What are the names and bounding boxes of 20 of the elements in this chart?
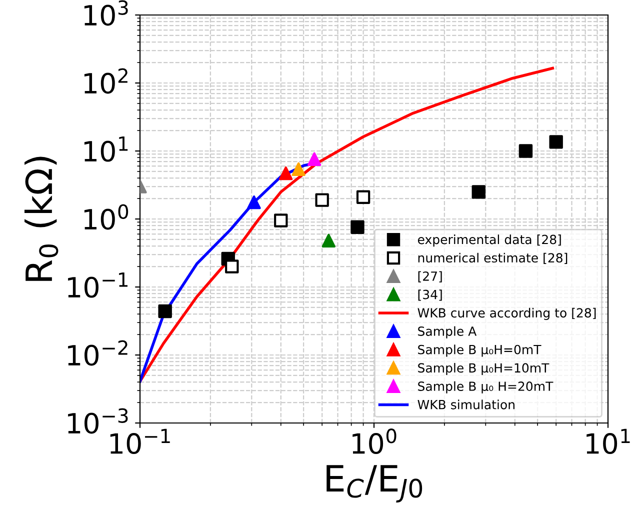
legend-label: [34] (418, 290, 442, 301)
legend-label: [27] (418, 271, 442, 282)
y-tick-label: 10$^{2}$ (84, 68, 128, 94)
x-tick-label: 10$^{0}$ (352, 428, 396, 454)
legend-label: Sample A (418, 326, 477, 338)
legend-label: WKB simulation (418, 400, 514, 410)
y-tick-label: 10$^{1}$ (84, 136, 128, 162)
legend-label: Sample B μ₀ H=20mT (418, 381, 554, 394)
x-axis-title: E$_{C}$/E$_{J0}$ (326, 465, 422, 502)
legend-label: numerical estimate [28] (418, 252, 568, 264)
y-tick-label: 10$^{3}$ (84, 0, 128, 26)
x-tick-label: 10$^{1}$ (586, 428, 630, 454)
y-tick-label: 10$^{0}$ (84, 204, 128, 230)
y-tick-label: 10$^{−2}$ (68, 340, 128, 366)
legend-label: WKB curve according to [28] (418, 308, 596, 320)
legend-label: Sample B μ₀H=10mT (418, 362, 550, 376)
legend-label: Sample B μ₀H=0mT (418, 344, 542, 357)
y-axis-title: R$_{0}$ (kΩ) (24, 156, 58, 281)
legend-label: experimental data [28] (418, 234, 561, 247)
y-tick-label: 10$^{−1}$ (68, 272, 128, 298)
